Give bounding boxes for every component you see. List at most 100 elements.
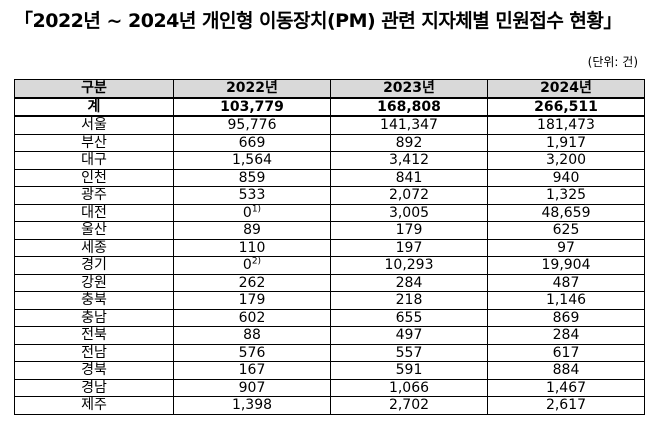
- value-2023-cell: 1,066: [330, 378, 488, 397]
- value-2022-cell: 859: [173, 168, 331, 187]
- region-cell: 대구: [14, 151, 174, 170]
- value-2022-cell: 179: [173, 291, 331, 310]
- table-total-row: 계 103,779 168,808 266,511: [14, 97, 645, 117]
- value-2022-cell: 167: [173, 361, 331, 380]
- table-row: 대구 1,564 3,412 3,200: [14, 151, 645, 170]
- value-2023-cell: 557: [330, 343, 488, 362]
- value-2022: 0: [242, 257, 252, 274]
- value-2022-cell: 88: [173, 326, 331, 345]
- value-2024-cell: 1,325: [487, 186, 645, 205]
- header-category: 구분: [14, 79, 174, 99]
- region-cell: 광주: [14, 186, 174, 205]
- value-2023-cell: 841: [330, 168, 488, 187]
- value-2023-cell: 168,808: [330, 97, 488, 117]
- value-2023-cell: 284: [330, 273, 488, 292]
- value-2024-cell: 19,904: [487, 256, 645, 275]
- value-2022: 179: [238, 292, 266, 309]
- region-cell: 전북: [14, 326, 174, 345]
- table-row: 경남 907 1,066 1,467: [14, 378, 645, 397]
- value-2024-cell: 1,467: [487, 378, 645, 397]
- value-2022: 669: [238, 134, 266, 151]
- header-2024: 2024년: [487, 79, 645, 99]
- value-2024-cell: 48,659: [487, 203, 645, 222]
- table-row: 인천 859 841 940: [14, 168, 645, 187]
- region-cell: 세종: [14, 238, 174, 257]
- value-2022-cell: 110: [173, 238, 331, 257]
- value-2022: 907: [238, 379, 266, 396]
- region-cell: 경기: [14, 256, 174, 275]
- value-2022-cell: 02): [173, 256, 331, 275]
- table-row: 제주 1,398 2,702 2,617: [14, 396, 645, 415]
- value-2022: 602: [238, 309, 266, 326]
- table-row: 대전 01) 3,005 48,659: [14, 203, 645, 222]
- table-row: 충남 602 655 869: [14, 308, 645, 327]
- header-2022: 2022년: [173, 79, 331, 99]
- value-2024-cell: 487: [487, 273, 645, 292]
- table-row: 경기 02) 10,293 19,904: [14, 256, 645, 275]
- value-2022-cell: 907: [173, 378, 331, 397]
- value-2023-cell: 197: [330, 238, 488, 257]
- table-row: 세종 110 197 97: [14, 238, 645, 257]
- value-2024-cell: 2,617: [487, 396, 645, 415]
- value-2023-cell: 141,347: [330, 115, 488, 135]
- value-2022: 103,779: [220, 98, 284, 115]
- footnote-marker: 2): [251, 256, 262, 267]
- value-2022-cell: 1,564: [173, 151, 331, 170]
- region-cell: 울산: [14, 221, 174, 240]
- region-cell: 전남: [14, 343, 174, 362]
- value-2022: 88: [243, 327, 261, 344]
- value-2023-cell: 3,412: [330, 151, 488, 170]
- value-2022: 89: [243, 222, 261, 239]
- value-2023-cell: 892: [330, 133, 488, 152]
- table-row: 광주 533 2,072 1,325: [14, 186, 645, 205]
- value-2023-cell: 2,702: [330, 396, 488, 415]
- region-cell: 제주: [14, 396, 174, 415]
- table-row: 충북 179 218 1,146: [14, 291, 645, 310]
- table-row: 전남 576 557 617: [14, 343, 645, 362]
- table-row: 전북 88 497 284: [14, 326, 645, 345]
- value-2023-cell: 179: [330, 221, 488, 240]
- value-2022: 110: [238, 239, 266, 256]
- value-2024-cell: 617: [487, 343, 645, 362]
- value-2024-cell: 884: [487, 361, 645, 380]
- value-2022: 859: [238, 169, 266, 186]
- value-2024-cell: 266,511: [487, 97, 645, 117]
- value-2022-cell: 103,779: [173, 97, 331, 117]
- table-row: 부산 669 892 1,917: [14, 133, 645, 152]
- region-cell: 계: [14, 97, 174, 117]
- region-cell: 부산: [14, 133, 174, 152]
- value-2023-cell: 655: [330, 308, 488, 327]
- header-2023: 2023년: [330, 79, 488, 99]
- value-2022-cell: 262: [173, 273, 331, 292]
- page-title: 「2022년 ~ 2024년 개인형 이동장치(PM) 관련 지자체별 민원접수…: [14, 10, 622, 32]
- value-2024-cell: 1,917: [487, 133, 645, 152]
- region-cell: 충남: [14, 308, 174, 327]
- value-2022-cell: 602: [173, 308, 331, 327]
- value-2022-cell: 669: [173, 133, 331, 152]
- value-2024-cell: 940: [487, 168, 645, 187]
- value-2022: 1,398: [231, 397, 273, 414]
- region-cell: 충북: [14, 291, 174, 310]
- value-2024-cell: 869: [487, 308, 645, 327]
- unit-label: (단위: 건): [587, 55, 638, 69]
- table-header-row: 구분 2022년 2023년 2024년: [14, 79, 645, 99]
- value-2024-cell: 181,473: [487, 115, 645, 135]
- value-2022-cell: 533: [173, 186, 331, 205]
- value-2022-cell: 1,398: [173, 396, 331, 415]
- complaints-table: 구분 2022년 2023년 2024년 계 103,779 168,808 266,…: [14, 79, 645, 415]
- table-row: 경북 167 591 884: [14, 361, 645, 380]
- value-2024-cell: 3,200: [487, 151, 645, 170]
- value-2022: 167: [238, 362, 266, 379]
- value-2022: 1,564: [231, 152, 273, 169]
- value-2022: 576: [238, 344, 266, 361]
- value-2022-cell: 01): [173, 203, 331, 222]
- value-2023-cell: 218: [330, 291, 488, 310]
- region-cell: 경남: [14, 378, 174, 397]
- value-2022: 262: [238, 274, 266, 291]
- value-2023-cell: 2,072: [330, 186, 488, 205]
- value-2023-cell: 3,005: [330, 203, 488, 222]
- value-2024-cell: 1,146: [487, 291, 645, 310]
- table-row: 울산 89 179 625: [14, 221, 645, 240]
- value-2024-cell: 97: [487, 238, 645, 257]
- region-cell: 경북: [14, 361, 174, 380]
